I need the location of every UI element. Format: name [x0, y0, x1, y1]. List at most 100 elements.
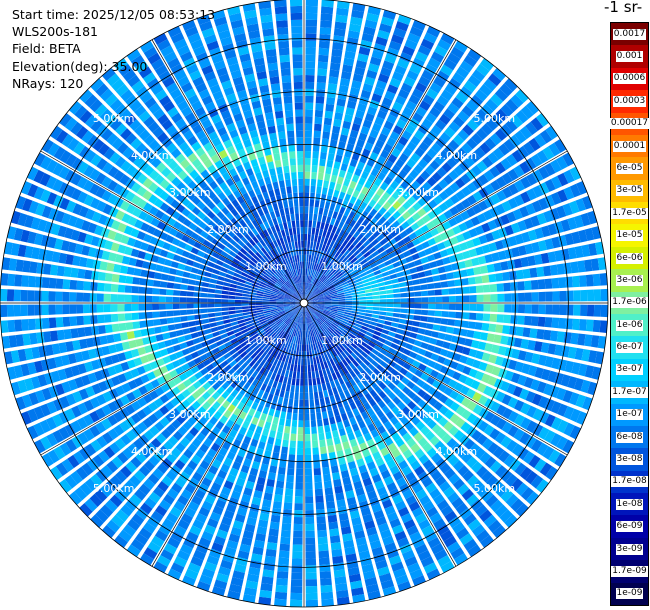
range-gate-cell [471, 164, 483, 177]
range-gate-cell [230, 337, 238, 345]
range-gate-cell [334, 21, 347, 30]
range-gate-cell [267, 347, 274, 355]
range-gate-cell [330, 310, 338, 314]
range-gate-cell [255, 171, 263, 181]
range-gate-cell [284, 390, 290, 399]
range-gate-cell [557, 189, 568, 203]
range-gate-cell [366, 407, 375, 417]
range-gate-cell [530, 316, 539, 327]
range-gate-cell [413, 339, 423, 347]
range-gate-cell [170, 447, 182, 458]
range-gate-cell [288, 144, 296, 152]
range-gate-cell [351, 423, 360, 432]
range-gate-cell [201, 340, 210, 348]
range-gate-cell [24, 214, 35, 229]
range-gate-cell [284, 207, 290, 216]
range-gate-cell [271, 289, 279, 293]
range-gate-cell [309, 284, 314, 291]
range-gate-cell [262, 237, 270, 245]
range-gate-cell [207, 261, 216, 268]
range-gate-cell [21, 275, 29, 287]
range-gate-cell [316, 334, 321, 342]
range-gate-cell [83, 428, 95, 441]
range-gate-cell [258, 249, 265, 257]
range-gate-cell [27, 166, 39, 181]
range-gate-cell [256, 273, 264, 279]
range-gate-cell [310, 357, 314, 365]
range-gate-cell [414, 465, 425, 477]
range-gate-cell [322, 277, 329, 284]
range-gate-cell [358, 96, 369, 106]
range-gate-cell [433, 234, 443, 244]
range-gate-cell [171, 176, 182, 187]
range-gate-cell [208, 355, 217, 363]
range-gate-cell [337, 325, 345, 332]
range-gate-cell [522, 327, 531, 338]
range-gate-cell [344, 241, 352, 250]
range-gate-cell [48, 304, 56, 315]
range-gate-cell [205, 350, 214, 358]
range-gate-cell [414, 448, 425, 459]
range-gate-cell [154, 529, 168, 542]
range-gate-cell [329, 313, 337, 317]
range-gate-cell [69, 279, 78, 290]
range-gate-cell [130, 137, 142, 150]
range-gate-cell [215, 97, 227, 107]
range-gate-cell [269, 76, 280, 85]
range-gate-cell [250, 269, 258, 276]
range-gate-cell [288, 242, 293, 250]
range-gate-cell [324, 353, 329, 361]
range-gate-cell [81, 220, 91, 232]
range-gate-cell [292, 277, 297, 285]
range-gate-cell [239, 275, 248, 281]
range-gate-cell [379, 181, 389, 191]
range-gate-cell [298, 282, 302, 290]
range-gate-cell [309, 350, 313, 358]
range-gate-cell [1, 335, 11, 349]
range-gate-cell [291, 321, 296, 329]
range-gate-cell [143, 233, 153, 243]
range-gate-cell [440, 32, 455, 45]
range-gate-cell [283, 297, 291, 301]
range-gate-cell [304, 157, 311, 165]
range-gate-cell [361, 219, 369, 228]
range-gate-cell [504, 514, 518, 528]
range-gate-cell [397, 88, 410, 100]
range-gate-cell [188, 279, 196, 286]
range-gate-cell [299, 309, 303, 317]
range-gate-cell [150, 254, 160, 263]
range-gate-cell [204, 524, 216, 535]
range-gate-cell [308, 323, 311, 330]
range-gate-cell [337, 91, 348, 101]
range-gate-cell [295, 283, 299, 291]
range-gate-cell [466, 413, 478, 424]
range-gate-cell [330, 217, 336, 226]
range-gate-cell [273, 240, 279, 248]
range-gate-cell [251, 496, 262, 506]
range-gate-cell [119, 332, 129, 341]
range-gate-cell [142, 177, 153, 189]
range-gate-cell [242, 405, 251, 414]
range-gate-cell [444, 468, 456, 480]
range-gate-cell [455, 233, 465, 243]
range-gate-cell [178, 141, 190, 152]
range-gate-cell [180, 284, 188, 291]
range-gate-cell [385, 247, 394, 255]
range-gate-cell [296, 447, 304, 455]
range-gate-cell [361, 448, 371, 458]
range-gate-cell [182, 175, 193, 186]
range-gate-cell [210, 326, 219, 333]
range-gate-cell [538, 426, 550, 440]
range-gate-cell [301, 289, 304, 297]
range-gate-cell [230, 279, 239, 285]
range-gate-cell [176, 181, 187, 192]
range-gate-cell [536, 150, 549, 164]
range-gate-cell [153, 350, 162, 360]
range-gate-cell [312, 313, 317, 320]
range-gate-cell [259, 7, 272, 17]
range-gate-cell [43, 263, 52, 275]
range-gate-cell [359, 201, 368, 210]
range-gate-cell [438, 445, 450, 457]
range-gate-cell [340, 470, 350, 479]
range-gate-cell [326, 438, 334, 447]
